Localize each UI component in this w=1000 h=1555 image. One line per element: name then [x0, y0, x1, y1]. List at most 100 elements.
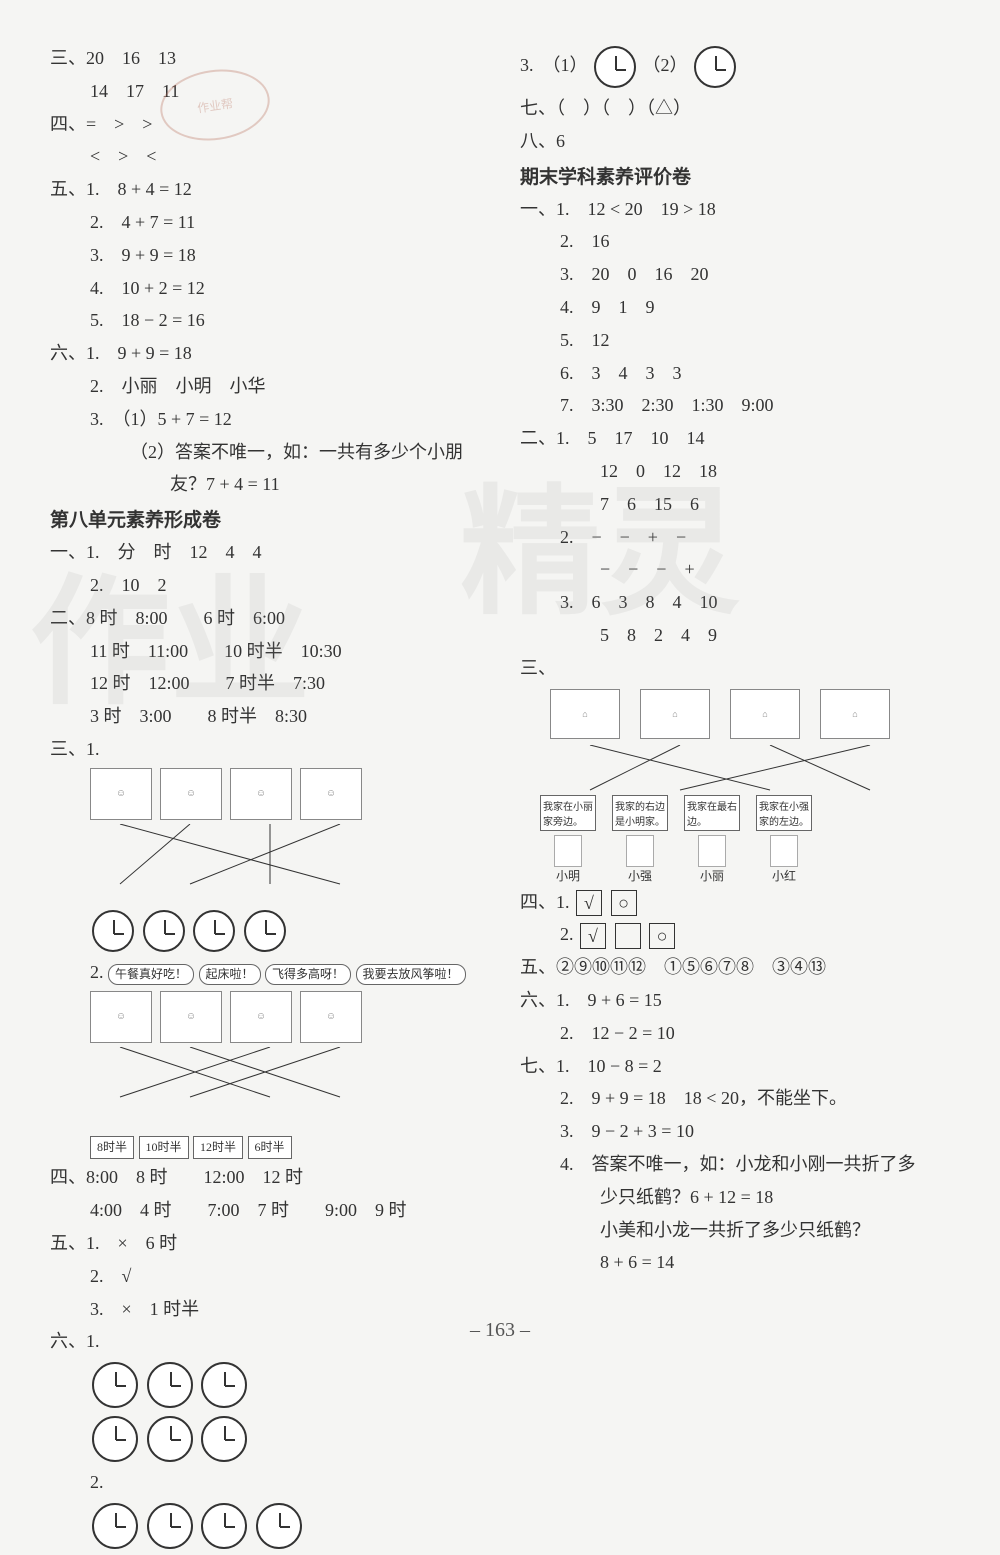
text-line: 11 时 11:00 10 时半 10:30: [50, 637, 480, 666]
speech-bubble: 飞得多高呀！: [265, 964, 351, 985]
text-line: （2）答案不唯一，如：一共有多少个小朋: [50, 438, 480, 467]
text-line: 2. 9 + 9 = 18 18 < 20，不能坐下。: [520, 1084, 950, 1113]
time-label: 8时半: [90, 1136, 134, 1159]
clock-icon: [201, 1362, 247, 1408]
text-line: 2. 12 − 2 = 10: [520, 1019, 950, 1048]
text-line: 五、1. × 6 时: [50, 1229, 480, 1258]
kid-name: 小强: [628, 867, 652, 884]
speech-bubble: 我家在最右边。: [684, 795, 740, 831]
answer-box: √: [580, 923, 606, 949]
text-line: 2. √: [50, 1262, 480, 1291]
answer-box: ○: [611, 890, 637, 916]
text-line: 四、1. √ ○: [520, 888, 950, 917]
speech-bubble: 起床啦！: [199, 964, 261, 985]
picture-row: ☺ ☺ ☺ ☺: [90, 991, 480, 1043]
item-label: 四、1.: [520, 892, 570, 912]
text-line: 3. （1）5 + 7 = 12: [50, 405, 480, 434]
text-line: 少只纸鹤？6 + 12 = 18: [520, 1183, 950, 1212]
text-line: 2. 小丽 小明 小华: [50, 372, 480, 401]
answer-box: √: [576, 890, 602, 916]
text-line: 七、1. 10 − 8 = 2: [520, 1052, 950, 1081]
left-column: 三、20 16 13 14 17 11 四、= > > < > < 五、1. 8…: [50, 40, 480, 1555]
answer-box: [615, 923, 641, 949]
activity-pic: ☺: [300, 768, 362, 820]
text-line: 2. 4 + 7 = 11: [50, 208, 480, 237]
clock-icon: [201, 1416, 247, 1462]
text-line: 三、1.: [50, 735, 480, 764]
clock-icon: [92, 1362, 138, 1408]
clock-row: [90, 1360, 480, 1410]
text-line: 四、8:00 8 时 12:00 12 时: [50, 1163, 480, 1192]
text-line: 五、1. 8 + 4 = 12: [50, 175, 480, 204]
answer-box: ○: [649, 923, 675, 949]
clock-icon: [143, 910, 185, 952]
text-line: 4:00 4 时 7:00 7 时 9:00 9 时: [50, 1196, 480, 1225]
text-line: 2. √ ○: [520, 920, 950, 949]
house-pic: ⌂: [820, 689, 890, 739]
text-line: 2. 16: [520, 227, 950, 256]
text-line: 八、6: [520, 127, 950, 156]
text-line: 5. 12: [520, 326, 950, 355]
text-line: 3. （1） （2）: [520, 44, 950, 90]
kid: 我家在小丽家旁边。 小明: [540, 795, 596, 884]
house-pic: ⌂: [550, 689, 620, 739]
matching-lines: [90, 1047, 480, 1127]
kids-row: 我家在小丽家旁边。 小明 我家的右边是小明家。 小强 我家在最右边。 小丽 我家…: [540, 795, 950, 884]
matching-lines: [90, 824, 480, 904]
clock-icon: [694, 46, 736, 88]
house-row: ⌂ ⌂ ⌂ ⌂: [550, 689, 950, 739]
clock-icon: [201, 1503, 247, 1549]
matching-lines: [550, 745, 950, 795]
kid-figure: [626, 835, 654, 867]
clock-icon: [147, 1503, 193, 1549]
speech-bubble: 我家在小强家的左边。: [756, 795, 812, 831]
text-line: 4. 9 1 9: [520, 293, 950, 322]
time-label: 10时半: [139, 1136, 189, 1159]
kid-name: 小丽: [700, 867, 724, 884]
text-line: 12 0 12 18: [520, 457, 950, 486]
house-pic: ⌂: [730, 689, 800, 739]
text-line: 3. 9 − 2 + 3 = 10: [520, 1117, 950, 1146]
picture-row: ☺ ☺ ☺ ☺: [90, 768, 480, 820]
text-line: 4. 10 + 2 = 12: [50, 274, 480, 303]
activity-pic: ☺: [230, 768, 292, 820]
time-label: 6时半: [248, 1136, 292, 1159]
speech-bubble: 午餐真好吃！: [108, 964, 194, 985]
clock-icon: [92, 910, 134, 952]
text-line: 小美和小龙一共折了多少只纸鹤？: [520, 1216, 950, 1245]
kid: 我家的右边是小明家。 小强: [612, 795, 668, 884]
house-pic: ⌂: [640, 689, 710, 739]
item-label: 2.: [560, 924, 574, 944]
kid: 我家在小强家的左边。 小红: [756, 795, 812, 884]
clock-row: [90, 1414, 480, 1464]
clock-icon: [256, 1503, 302, 1549]
text-line: − − − +: [520, 555, 950, 584]
text-line: 七、（ ）（ ）（△）: [520, 94, 950, 123]
text-line: 5. 18 − 2 = 16: [50, 306, 480, 335]
speech-bubble: 我要去放风筝啦！: [356, 964, 466, 985]
text-line: 三、20 16 13: [50, 44, 480, 73]
text-line: 二、1. 5 17 10 14: [520, 424, 950, 453]
text-line: 六、1. 9 + 9 = 18: [50, 339, 480, 368]
speech-bubble: 我家的右边是小明家。: [612, 795, 668, 831]
activity-pic: ☺: [90, 991, 152, 1043]
clock-icon: [92, 1416, 138, 1462]
text-line: 3. 20 0 16 20: [520, 260, 950, 289]
text-line: 7. 3:30 2:30 1:30 9:00: [520, 391, 950, 420]
kid-figure: [554, 835, 582, 867]
right-column: 3. （1） （2） 七、（ ）（ ）（△） 八、6 期末学科素养评价卷 一、1…: [520, 40, 950, 1555]
item-label: 3. （1）: [520, 55, 588, 75]
text-line: 8 + 6 = 14: [520, 1248, 950, 1277]
kid-figure: [770, 835, 798, 867]
clock-icon: [147, 1362, 193, 1408]
clock-icon: [244, 910, 286, 952]
text-line: 六、1. 9 + 6 = 15: [520, 986, 950, 1015]
kid-figure: [698, 835, 726, 867]
clock-row: [90, 1501, 480, 1551]
clock-icon: [147, 1416, 193, 1462]
text-line: 3. × 1 时半: [50, 1295, 480, 1324]
item-label: （2）: [643, 55, 688, 75]
text-line: 7 6 15 6: [520, 490, 950, 519]
clock-icon: [594, 46, 636, 88]
kid: 我家在最右边。 小丽: [684, 795, 740, 884]
